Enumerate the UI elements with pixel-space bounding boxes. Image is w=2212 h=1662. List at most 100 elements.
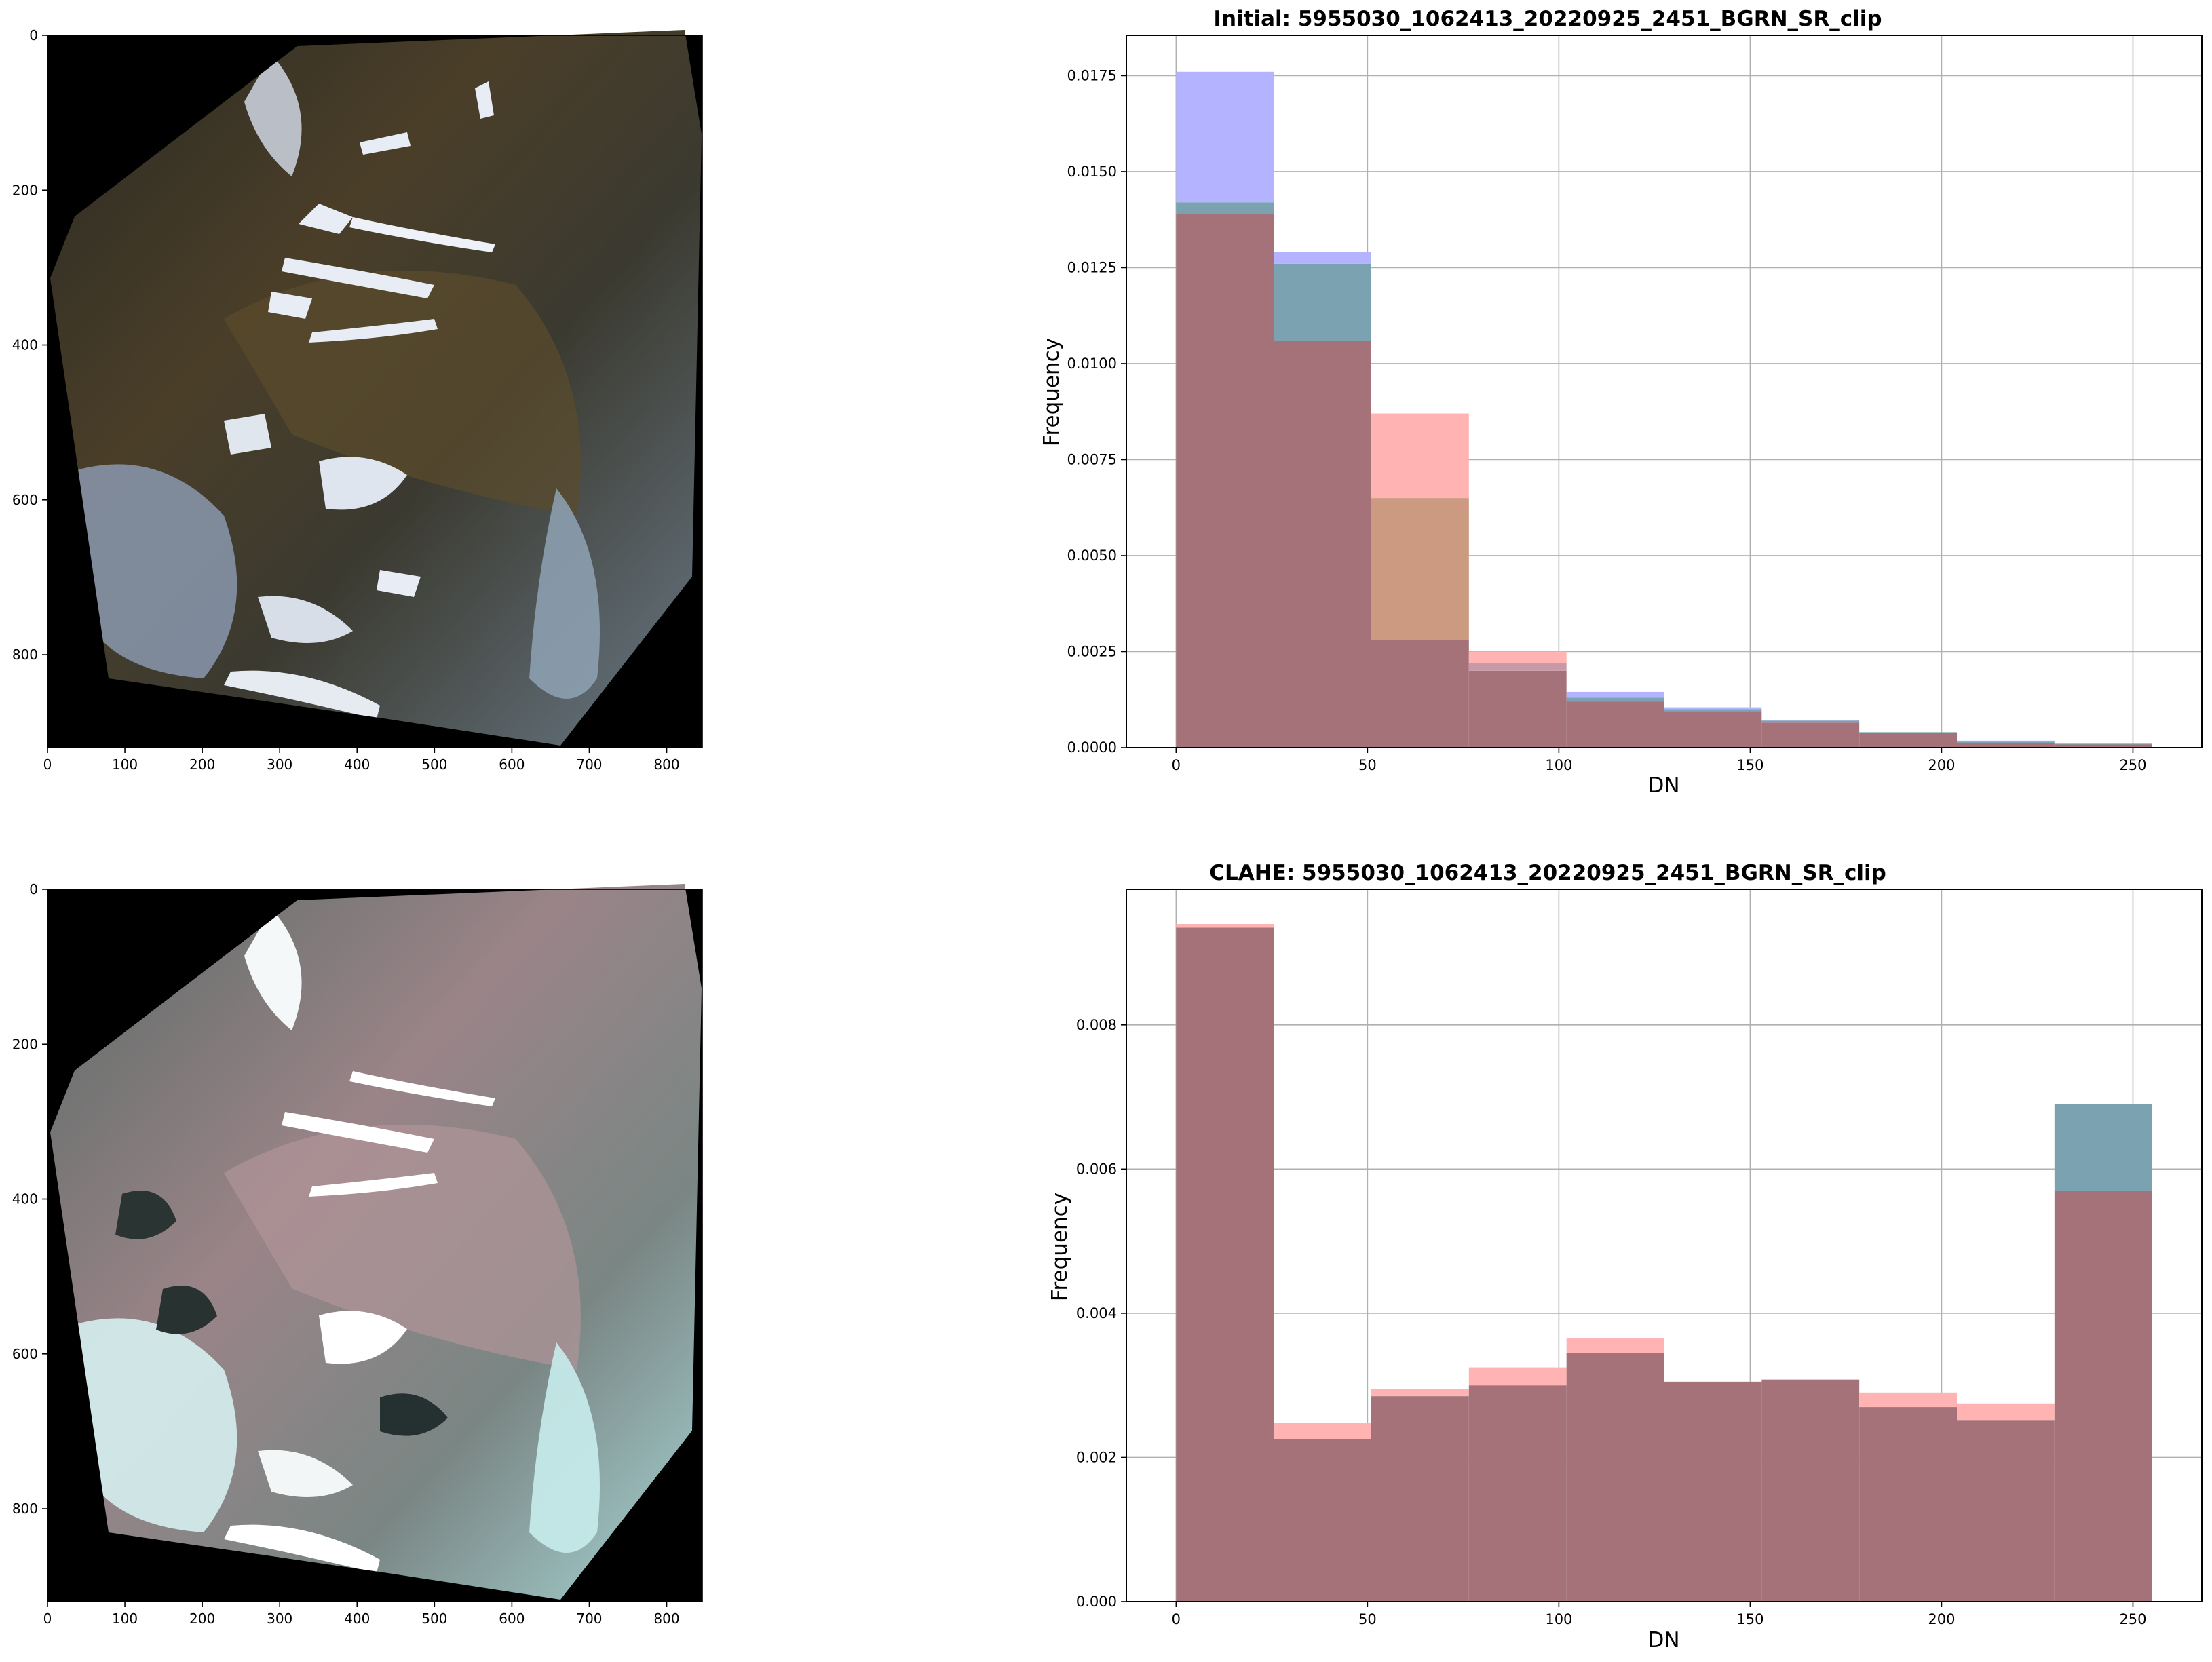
y-tick-label: 0.008 (1076, 1017, 1117, 1033)
histogram-bar-red (1468, 1367, 1567, 1386)
x-tick-label: 250 (2119, 757, 2146, 773)
initial-image-y-ticks: 0 200 400 600 800 (12, 27, 47, 663)
histogram-bar-overlap (1859, 1407, 1958, 1602)
x-tick-label: 250 (2119, 1611, 2146, 1627)
histogram-bar-partial-overlap (1761, 720, 1860, 723)
image-x-tick-label: 0 (43, 1610, 52, 1627)
histogram-bar-overlap (1274, 1439, 1371, 1602)
clahe-histogram-title: CLAHE: 5955030_1062413_20220925_2451_BGR… (1209, 861, 1886, 885)
image-y-tick-label: 400 (12, 1191, 38, 1207)
y-tick-label: 0.0100 (1067, 355, 1117, 372)
y-tick-label: 0.0150 (1067, 163, 1117, 180)
histogram-bar-partial-overlap (1566, 697, 1664, 702)
histogram-bar-overlap (1176, 214, 1274, 748)
histogram-bar-partial-overlap (2054, 1104, 2152, 1191)
histogram-bar-overlap (1957, 743, 2055, 748)
image-y-tick-label: 800 (12, 1501, 38, 1517)
clahe-image-panel: 0 100 200 300 400 500 600 700 800 0 200 400 600 800 (12, 881, 703, 1627)
initial-histogram-title: Initial: 5955030_1062413_20220925_2451_B… (1213, 7, 1882, 31)
histogram-bar-red (1371, 413, 1469, 499)
image-x-tick-label: 700 (576, 1610, 602, 1627)
histogram-bar-overlap (1371, 640, 1469, 748)
histogram-bar-overlap (1761, 722, 1860, 748)
histogram-bar-red (1176, 924, 1274, 928)
image-y-tick-label: 200 (12, 182, 38, 198)
histogram-bar-overlap (1566, 701, 1664, 748)
image-x-tick-label: 0 (43, 756, 52, 773)
y-tick-label: 0.006 (1076, 1161, 1117, 1177)
histogram-bar-overlap (1468, 1385, 1567, 1602)
histogram-bar-blue (1274, 252, 1371, 264)
histogram-bar-overlap (1664, 1381, 1762, 1602)
y-tick-label: 0.0000 (1067, 739, 1117, 756)
x-tick-label: 0 (1172, 1611, 1181, 1627)
initial-image-x-ticks: 0 100 200 300 400 500 600 700 800 (43, 748, 680, 773)
histogram-bar-partial-overlap (1176, 202, 1274, 214)
histogram-bar-partial-overlap (1371, 498, 1469, 640)
y-tick-label: 0.0050 (1067, 547, 1117, 564)
x-tick-label: 200 (1928, 757, 1955, 773)
histogram-bar-red (1566, 1338, 1664, 1353)
clahe-histogram-axes: 0 50 100 150 200 250 0.000 0.002 0.004 0.006 0.008 (1076, 889, 2203, 1627)
histogram-bar-overlap (1176, 927, 1274, 1602)
histogram-bar-partial-overlap (1664, 709, 1762, 712)
x-tick-label: 100 (1545, 757, 1572, 773)
image-x-tick-label: 600 (499, 1610, 525, 1627)
clahe-histogram-xlabel: DN (1647, 1628, 1679, 1653)
clahe-histogram: CLAHE: 5955030_1062413_20220925_2451_BGR… (1048, 861, 2203, 1653)
histogram-bar-partial-overlap (1274, 263, 1371, 341)
y-tick-label: 0.004 (1076, 1305, 1117, 1321)
image-x-tick-label: 100 (112, 1610, 138, 1627)
histogram-bar-overlap (1566, 1353, 1664, 1602)
image-x-tick-label: 700 (576, 756, 602, 773)
histogram-bar-overlap (1859, 733, 1958, 748)
histogram-bar-blue (1566, 691, 1664, 698)
initial-histogram-bars (1176, 71, 2152, 748)
y-tick-label: 0.002 (1076, 1449, 1117, 1465)
image-x-tick-label: 800 (653, 756, 679, 773)
histogram-bar-overlap (2054, 1191, 2152, 1602)
plot-frame (1126, 889, 2203, 1602)
image-x-tick-label: 300 (267, 1610, 292, 1627)
histogram-bar-partial-overlap (1859, 732, 1958, 733)
y-tick-label: 0.000 (1076, 1593, 1117, 1610)
histogram-bar-overlap (1371, 1396, 1469, 1602)
image-y-tick-label: 600 (12, 1346, 38, 1362)
histogram-bar-overlap (1761, 1379, 1860, 1602)
y-tick-label: 0.0125 (1067, 259, 1117, 275)
image-x-tick-label: 500 (421, 756, 447, 773)
histogram-bar-overlap (1274, 341, 1371, 748)
initial-histogram-ylabel: Frequency (1040, 338, 1064, 446)
clahe-image-x-ticks: 0 100 200 300 400 500 600 700 800 (43, 1602, 680, 1627)
initial-image-panel: 0 100 200 300 400 500 600 700 800 0 200 400 600 800 (12, 27, 703, 773)
x-tick-label: 50 (1358, 757, 1377, 773)
histogram-bar-overlap (2054, 744, 2152, 748)
x-tick-label: 50 (1358, 1611, 1377, 1627)
image-x-tick-label: 500 (421, 1610, 447, 1627)
clahe-histogram-bars (1176, 924, 2152, 1602)
image-x-tick-label: 800 (653, 1610, 679, 1627)
histogram-bar-red (1957, 1403, 2055, 1421)
clahe-image-y-ticks: 0 200 400 600 800 (12, 881, 47, 1517)
histogram-bar-blue (1664, 707, 1762, 710)
histogram-bar-red (1371, 1389, 1469, 1397)
y-tick-label: 0.0075 (1067, 451, 1117, 467)
initial-histogram-axes: 0 50 100 150 200 250 0.0000 0.0025 0.0050 0.0075 0… (1067, 35, 2203, 773)
histogram-bar-blue (1957, 740, 2055, 742)
histogram-bar-partial-overlap (1468, 663, 1567, 671)
image-y-tick-label: 200 (12, 1036, 38, 1052)
image-x-tick-label: 300 (267, 756, 292, 773)
image-x-tick-label: 400 (344, 1610, 370, 1627)
histogram-bar-overlap (1468, 670, 1567, 748)
y-tick-label: 0.0175 (1067, 67, 1117, 83)
x-tick-label: 150 (1736, 757, 1763, 773)
x-tick-label: 200 (1928, 1611, 1955, 1627)
x-tick-label: 100 (1545, 1611, 1572, 1627)
histogram-bar-overlap (1957, 1420, 2055, 1602)
image-y-tick-label: 800 (12, 646, 38, 663)
image-x-tick-label: 100 (112, 756, 138, 773)
plot-frame (1126, 35, 2203, 748)
image-y-tick-label: 600 (12, 492, 38, 508)
image-x-tick-label: 600 (499, 756, 525, 773)
